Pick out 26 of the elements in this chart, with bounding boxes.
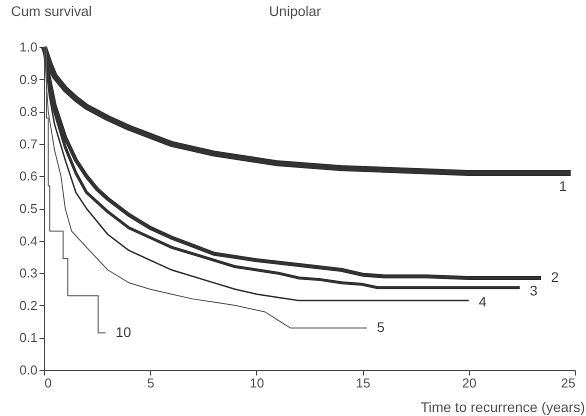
y-tick-label: 0.1 (19, 330, 38, 346)
y-tick-label: 0.6 (19, 168, 38, 184)
x-tick-label: 15 (356, 376, 370, 390)
x-tick-label: 5 (147, 376, 154, 390)
chart-title: Unipolar (268, 3, 322, 19)
series-label: 1 (558, 178, 567, 194)
series-label: 3 (530, 282, 538, 299)
x-tick-label: 20 (462, 376, 477, 390)
y-tick-label: 0.3 (19, 266, 38, 281)
y-tick-label: 0.4 (19, 233, 38, 248)
y-tick-label: 0.7 (19, 136, 38, 152)
y-tick-label: 0.0 (19, 362, 38, 378)
y-axis-title: Cum survival (11, 3, 92, 19)
x-tick-label: 0 (44, 376, 52, 390)
series-label: 5 (376, 319, 385, 336)
y-tick-label: 1.0 (19, 40, 38, 54)
series-label: 10 (116, 324, 132, 340)
series-label: 4 (478, 294, 487, 310)
y-tick-label: 0.8 (19, 104, 38, 120)
y-tick-label: 0.9 (19, 72, 38, 87)
series-label: 2 (551, 268, 560, 285)
x-tick-label: 25 (561, 376, 576, 390)
y-tick-label: 0.5 (19, 201, 38, 216)
x-axis-title: Time to recurrence (years) (420, 399, 585, 415)
y-tick-label: 0.2 (19, 298, 38, 313)
x-tick-label: 10 (250, 376, 264, 390)
